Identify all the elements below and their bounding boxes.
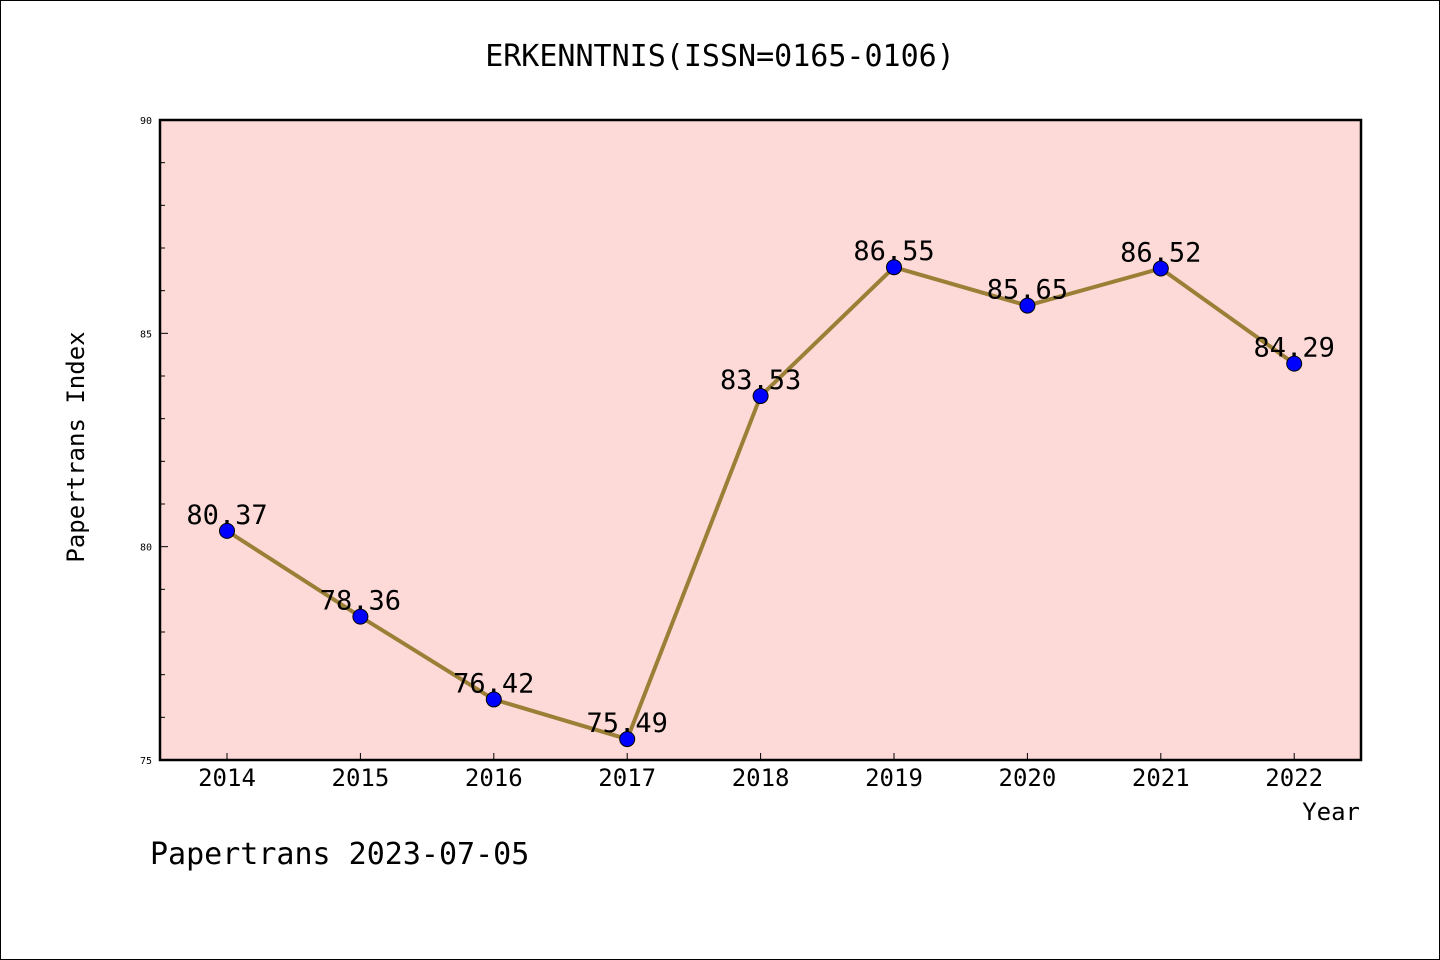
data-label: 85.65 <box>987 275 1068 306</box>
data-point <box>752 388 769 405</box>
x-tick-label: 2015 <box>332 764 390 792</box>
data-point <box>1286 355 1303 372</box>
data-point <box>1019 297 1036 314</box>
x-tick-label: 2022 <box>1265 764 1323 792</box>
x-tick-label: 2014 <box>198 764 256 792</box>
y-tick-label: 80 <box>140 543 152 554</box>
data-point <box>219 522 235 539</box>
y-axis-label: Papertrans Index <box>62 331 90 562</box>
data-point <box>1152 260 1169 277</box>
plot-area <box>160 120 1361 760</box>
data-label: 83.53 <box>720 365 801 396</box>
x-tick-label: 2017 <box>598 764 656 792</box>
series <box>219 259 1303 748</box>
chart-title: ERKENNTNIS(ISSN=0165-0106) <box>485 39 955 74</box>
y-tick-label: 85 <box>140 329 152 340</box>
data-label: 76.42 <box>453 668 534 699</box>
data-point <box>352 608 369 625</box>
data-point <box>886 259 902 276</box>
footer-text: Papertrans 2023-07-05 <box>150 837 529 872</box>
y-tick-label: 90 <box>140 116 152 127</box>
data-label: 78.36 <box>320 586 401 617</box>
x-tick-label: 2021 <box>1132 764 1190 792</box>
x-tick-label: 2018 <box>732 764 790 792</box>
data-point <box>485 691 502 708</box>
x-axis-label: Year <box>1302 798 1360 826</box>
x-tick-label: 2016 <box>465 764 523 792</box>
data-label: 84.29 <box>1254 333 1335 364</box>
data-point <box>619 731 636 748</box>
x-tick-label: 2019 <box>865 764 923 792</box>
x-tick-label: 2020 <box>999 764 1057 792</box>
data-label: 80.37 <box>186 500 267 531</box>
y-tick-label: 75 <box>140 756 152 767</box>
data-labels: 80.37 78.36 76.42 75.49 83.53 86.55 85.65 86.52… <box>186 236 1334 739</box>
data-label: 86.55 <box>853 236 934 267</box>
data-label: 75.49 <box>587 708 668 739</box>
plot-border <box>158 118 1363 762</box>
x-axis: 2014 2015 2016 2017 2018 2019 2020 2021 2022 <box>198 753 1323 792</box>
data-label: 86.52 <box>1120 237 1201 268</box>
